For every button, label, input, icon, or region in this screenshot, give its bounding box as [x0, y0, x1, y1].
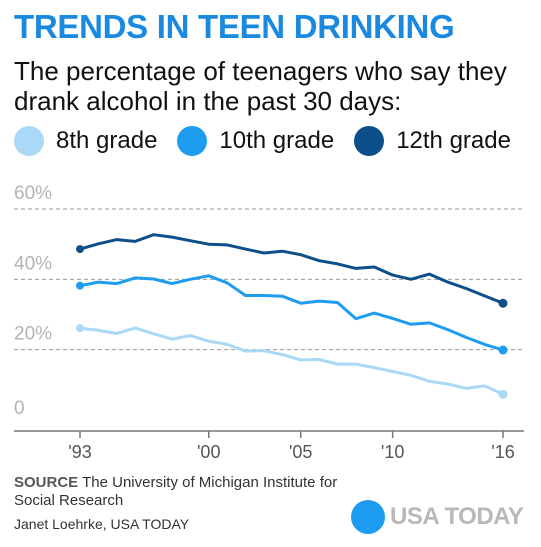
series-line-12th-grade	[78, 233, 505, 305]
credit-line: Janet Loehrke, USA TODAY	[14, 516, 190, 532]
x-tick-label-2010: '10	[381, 442, 404, 462]
series-start-point-10th-grade	[76, 281, 84, 290]
legend-label-10th-grade: 10th grade	[219, 127, 335, 154]
chart-subtitle: The percentage of teenagers who say they…	[14, 56, 507, 116]
series-start-point-8th-grade	[76, 324, 84, 333]
legend-item-10th-grade: 10th grade	[177, 126, 334, 156]
logo-circle-icon	[351, 500, 385, 534]
legend-item-12th-grade: 12th grade	[354, 126, 511, 156]
source-text: The University of Michigan Institute for…	[14, 474, 338, 509]
y-tick-label-20: 20%	[14, 324, 52, 345]
legend-item-8th-grade: 8th grade	[14, 126, 157, 156]
y-tick-label-40: 40%	[14, 253, 52, 274]
legend-swatch-10th-grade	[177, 126, 208, 156]
x-tick-label-2000: '00	[197, 442, 220, 462]
legend-swatch-8th-grade	[14, 126, 44, 156]
series-end-point-10th-grade	[498, 345, 508, 355]
legend: 8th grade 10th grade 12th grade	[14, 124, 531, 158]
series-line-10th-grade	[78, 274, 505, 352]
legend-label-12th-grade: 12th grade	[396, 127, 511, 154]
series-start-point-12th-grade	[76, 245, 84, 254]
chart-title: TRENDS IN TEEN DRINKING	[14, 8, 455, 45]
legend-label-8th-grade: 8th grade	[56, 127, 158, 154]
source-note: SOURCE The University of Michigan Instit…	[14, 474, 344, 510]
series-end-point-8th-grade	[498, 389, 508, 399]
source-label: SOURCE	[14, 474, 79, 491]
y-tick-label-60: 60%	[14, 183, 52, 204]
x-tick-label-2005: '05	[289, 442, 312, 462]
legend-swatch-12th-grade	[354, 126, 385, 156]
x-tick-label-1993: '93	[68, 442, 91, 462]
x-tick-label-2016: '16	[491, 442, 514, 462]
usa-today-logo: USA TODAY	[351, 500, 524, 534]
logo-text: USA TODAY	[390, 503, 524, 530]
y-tick-label-0: 0	[14, 398, 25, 419]
series-end-point-12th-grade	[498, 298, 508, 308]
line-chart: 0 20% 40% 60% '93 '00 '05 '10 '16	[14, 183, 524, 462]
series-line-8th-grade	[78, 326, 505, 396]
